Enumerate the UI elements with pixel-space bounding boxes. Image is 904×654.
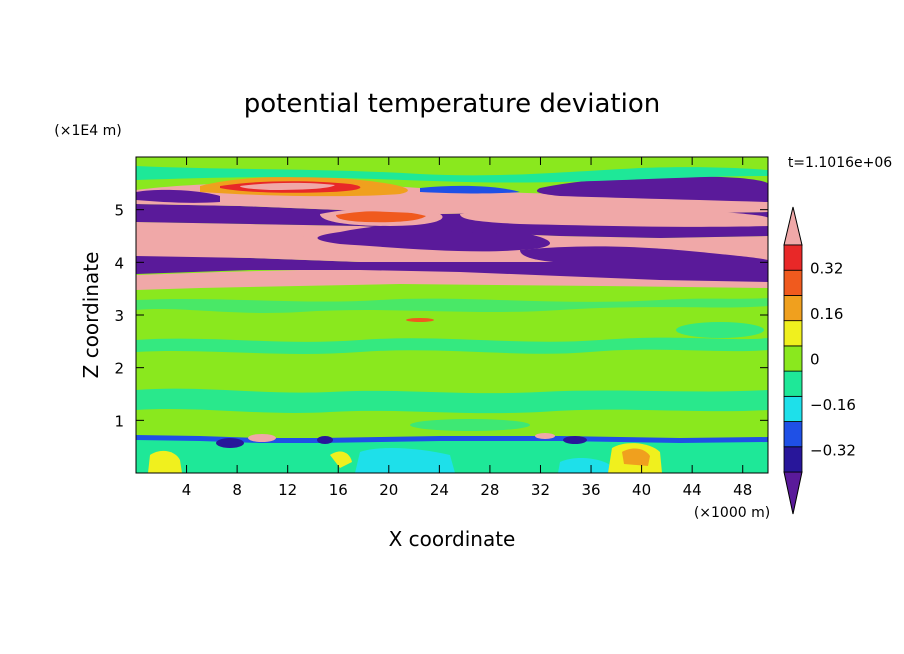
green-cyan-top	[136, 166, 768, 183]
colorbar-segment	[783, 320, 803, 347]
blue-streak-top	[420, 185, 520, 194]
low-blue-streak	[136, 435, 768, 443]
mid-green-band-3	[136, 298, 768, 313]
red-lens-middle	[336, 210, 426, 223]
colorbar: 0.32 0.16 0 −0.16 −0.32	[783, 206, 856, 515]
purple-layer-z46	[136, 204, 768, 238]
colorbar-segment	[783, 421, 803, 448]
colorbar-label: −0.32	[810, 441, 856, 459]
colorbar-segment	[783, 345, 803, 372]
colorbar-segment	[783, 370, 803, 397]
colorbar-segment	[783, 244, 803, 271]
purple-lens-top-left	[136, 189, 220, 203]
x-tick-label: 8	[232, 481, 242, 499]
colorbar-segment	[783, 269, 803, 296]
x-tick-label: 36	[581, 481, 600, 499]
y-unit-label: (×1E4 m)	[54, 123, 121, 139]
low-pink-spot-2	[535, 433, 555, 439]
mid-red-fleck	[406, 318, 434, 322]
x-tick-label: 48	[733, 481, 752, 499]
pink-lens-left	[150, 225, 304, 245]
time-label: t=1.1016e+06	[788, 155, 892, 171]
x-tick-label: 32	[531, 481, 550, 499]
mid-green-patch-2	[410, 419, 530, 431]
mid-green-band	[136, 388, 768, 414]
purple-lens-top-right	[536, 176, 768, 202]
x-tick-label: 16	[329, 481, 348, 499]
colorbar-label: −0.16	[810, 396, 856, 414]
y-tick-label: 5	[114, 202, 124, 220]
lower-cyan-patch	[355, 448, 455, 473]
y-tick-label: 1	[114, 412, 124, 430]
mid-green-patch	[676, 322, 764, 338]
colorbar-bottom-arrow	[783, 471, 803, 515]
y-tick-label: 2	[114, 360, 124, 378]
y-tick-label: 4	[114, 254, 124, 272]
x-tick-label: 28	[480, 481, 499, 499]
pink-core-top	[240, 182, 335, 190]
lower-yellow-patch	[148, 450, 182, 473]
low-darkblue-spot-3	[563, 436, 587, 444]
colorbar-label: 0.16	[810, 305, 843, 323]
low-darkblue-spot	[216, 438, 244, 448]
chart-title: potential temperature deviation	[244, 89, 660, 119]
x-axis-label: X coordinate	[389, 527, 516, 551]
mid-green-band-2	[136, 337, 768, 354]
purple-layer-z4	[136, 255, 768, 282]
x-unit-label: (×1000 m)	[694, 505, 770, 521]
y-tick-label: 3	[114, 307, 124, 325]
colorbar-top-arrow	[783, 206, 803, 246]
x-tick-label: 20	[379, 481, 398, 499]
y-axis-ticks: 1 2 3 4 5	[114, 202, 768, 430]
colorbar-label: 0	[810, 351, 820, 369]
lower-yellow-patch-3	[330, 451, 352, 468]
x-tick-label: 4	[182, 481, 192, 499]
low-darkblue-spot-2	[317, 436, 333, 444]
purple-lens-right	[520, 246, 768, 268]
lower-cyan-patch-2	[558, 458, 612, 473]
x-tick-label: 40	[632, 481, 651, 499]
x-tick-label: 12	[278, 481, 297, 499]
lower-orange-patch	[622, 448, 650, 466]
x-tick-label: 44	[683, 481, 702, 499]
contour-field	[136, 157, 768, 473]
colorbar-segment	[783, 395, 803, 422]
colorbar-segment	[783, 446, 803, 473]
y-axis-label: Z coordinate	[79, 252, 103, 379]
low-pink-spot	[248, 434, 276, 442]
colorbar-label: 0.32	[810, 260, 843, 278]
colorbar-segment	[783, 295, 803, 322]
x-axis-ticks: 4 8 12 16 20 24 28 32 36 40 44 48	[182, 157, 752, 499]
x-tick-label: 24	[430, 481, 449, 499]
